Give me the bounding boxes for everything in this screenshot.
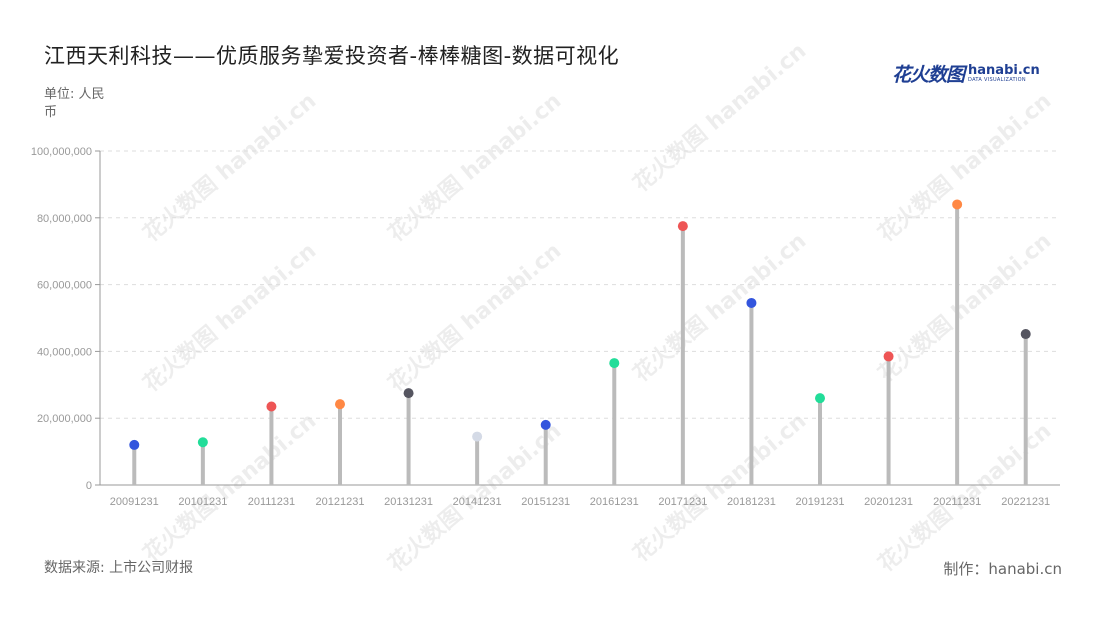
logo-sub-text: DATA VISUALIZATION <box>968 77 1026 83</box>
y-tick-label: 40,000,000 <box>37 346 92 358</box>
x-tick-label: 20171231 <box>658 496 707 508</box>
lollipop-dot <box>815 393 825 404</box>
lollipop-marks <box>129 199 1031 485</box>
x-tick-label: 20151231 <box>521 496 570 508</box>
lollipop-dot <box>609 358 620 369</box>
grid-lines <box>100 150 1060 419</box>
x-axis: 20091231 20101231 20111231 20121231 20131231… <box>100 484 1060 508</box>
chart-title: 江西天利科技——优质服务挚爱投资者-棒棒糖图-数据可视化 <box>44 44 620 68</box>
x-tick-label: 20211231 <box>933 496 981 508</box>
logo-en-text: hanabi.cn <box>968 63 1040 78</box>
credit-label: 制作：hanabi.cn <box>943 560 1062 578</box>
y-tick-label: 60,000,000 <box>37 280 92 292</box>
lollipop-dot <box>677 221 688 232</box>
y-tick-label: 80,000,000 <box>37 213 92 225</box>
x-tick-label: 20161231 <box>590 496 639 508</box>
x-tick-label: 20101231 <box>178 496 227 508</box>
brand-logo: 花火数图 hanabi.cn DATA VISUALIZATION <box>892 60 1040 87</box>
x-tick-label: 20141231 <box>453 496 502 508</box>
x-tick-label: 20191231 <box>796 496 845 508</box>
lollipop-dot <box>129 439 140 450</box>
lollipop-dot <box>403 388 414 399</box>
x-tick-label: 20181231 <box>727 496 776 508</box>
lollipop-dot <box>540 419 551 430</box>
x-tick-label: 20221231 <box>1001 496 1050 508</box>
lollipop-dot <box>883 351 894 362</box>
x-tick-label: 20131231 <box>384 496 433 508</box>
x-tick-label: 20121231 <box>316 496 365 508</box>
logo-cn-text: 花火数图 <box>892 64 965 86</box>
y-tick-label: 0 <box>86 480 92 492</box>
source-label: 数据来源: 上市公司财报 <box>44 560 194 576</box>
unit-label: 单位: 人民币 <box>44 87 105 120</box>
lollipop-dot <box>952 199 963 210</box>
y-tick-label: 20,000,000 <box>37 413 92 425</box>
lollipop-dot <box>472 431 483 442</box>
x-tick-label: 20091231 <box>110 496 159 508</box>
y-axis: 0 20,000,000 40,000,000 60,000,000 80,000,00… <box>31 146 101 492</box>
x-tick-label: 20201231 <box>864 496 913 508</box>
lollipop-dot <box>1020 329 1031 340</box>
lollipop-dot <box>197 437 208 448</box>
y-tick-label: 100,000,000 <box>31 146 92 158</box>
lollipop-dot <box>335 399 345 410</box>
lollipop-dot <box>746 297 757 308</box>
lollipop-dot <box>266 401 277 412</box>
x-tick-label: 20111231 <box>248 496 295 508</box>
